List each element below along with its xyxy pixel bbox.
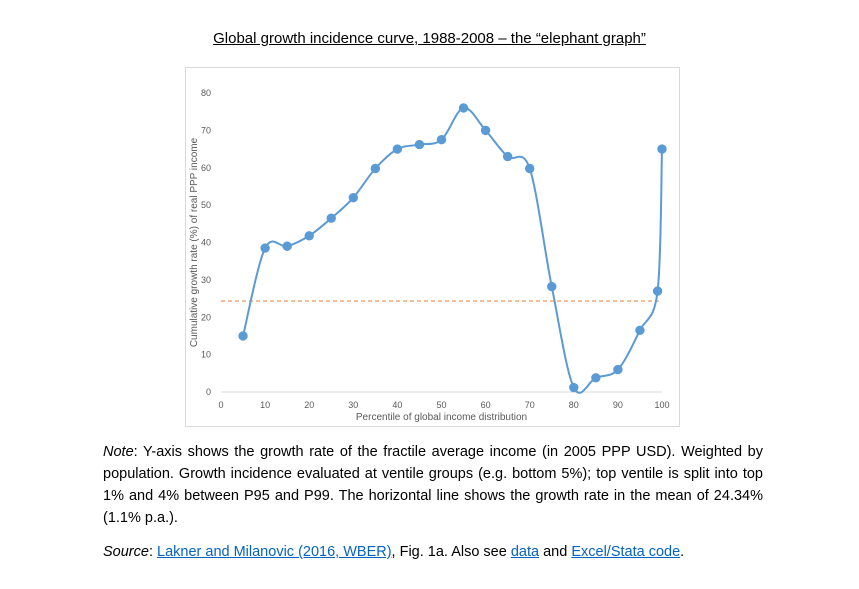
source-and-text: and (539, 544, 572, 560)
data-point (370, 163, 381, 174)
data-point (392, 144, 403, 154)
source-paragraph: Source: Lakner and Milanovic (2016, WBER… (103, 541, 763, 563)
data-point (282, 241, 292, 251)
y-tick-label: 50 (201, 200, 211, 210)
x-tick-label: 10 (260, 400, 270, 410)
x-tick-label: 30 (348, 400, 358, 410)
page-title: Global growth incidence curve, 1988-2008… (213, 30, 646, 47)
y-tick-label: 40 (201, 238, 211, 248)
source-sep: : (148, 544, 158, 560)
data-point (414, 139, 425, 150)
chart-frame: 0 10 20 30 40 50 60 70 80 0 10 20 30 40 50 60 70 80 90 100 P… (185, 67, 680, 427)
x-tick-label: 100 (654, 400, 669, 410)
data-point (569, 382, 579, 393)
data-point (652, 286, 663, 296)
y-tick-label: 80 (201, 88, 211, 98)
data-point (238, 331, 248, 341)
data-point (348, 192, 359, 203)
data-point (326, 213, 336, 223)
source-mid-text: , Fig. 1a. Also see (391, 544, 511, 560)
x-tick-label: 70 (525, 400, 535, 410)
data-link[interactable]: data (510, 544, 540, 560)
note-label: Note (103, 444, 134, 460)
data-point (260, 243, 270, 253)
data-point (547, 281, 557, 292)
y-tick-label: 20 (201, 312, 211, 322)
x-axis-title: Percentile of global income distribution (356, 412, 527, 423)
source-end-text: . (680, 544, 685, 560)
y-tick-label: 10 (201, 350, 211, 360)
x-tick-label: 50 (436, 400, 446, 410)
y-tick-label: 70 (201, 125, 211, 135)
data-point (591, 373, 601, 383)
x-tick-label: 60 (481, 400, 491, 410)
x-tick-label: 0 (218, 400, 223, 410)
y-axis-title: Cumulative growth rate (%) of real PPP i… (189, 137, 200, 347)
code-link[interactable]: Excel/Stata code (571, 544, 681, 560)
source-label: Source (103, 544, 149, 560)
y-tick-label: 60 (201, 163, 211, 173)
x-tick-label: 20 (304, 400, 314, 410)
x-tick-label: 40 (392, 400, 402, 410)
x-tick-label: 90 (613, 400, 623, 410)
note-paragraph: Note: Y-axis shows the growth rate of th… (103, 441, 763, 529)
data-point (657, 144, 667, 154)
data-point (304, 231, 314, 241)
y-tick-label: 0 (206, 387, 211, 397)
y-tick-label: 30 (201, 275, 211, 285)
series-line (242, 106, 663, 394)
x-tick-label: 80 (569, 400, 579, 410)
data-point (635, 325, 645, 336)
data-point (436, 135, 447, 145)
note-text: : Y-axis shows the growth rate of the fr… (103, 444, 763, 526)
data-point (458, 103, 469, 113)
elephant-chart: 0 10 20 30 40 50 60 70 80 0 10 20 30 40 50 60 70 80 90 100 P… (189, 88, 670, 423)
data-point (480, 125, 491, 136)
data-point (502, 151, 513, 162)
paper-link[interactable]: Lakner and Milanovic (2016, WBER) (157, 544, 392, 560)
data-point (525, 163, 535, 174)
data-point (613, 364, 623, 375)
